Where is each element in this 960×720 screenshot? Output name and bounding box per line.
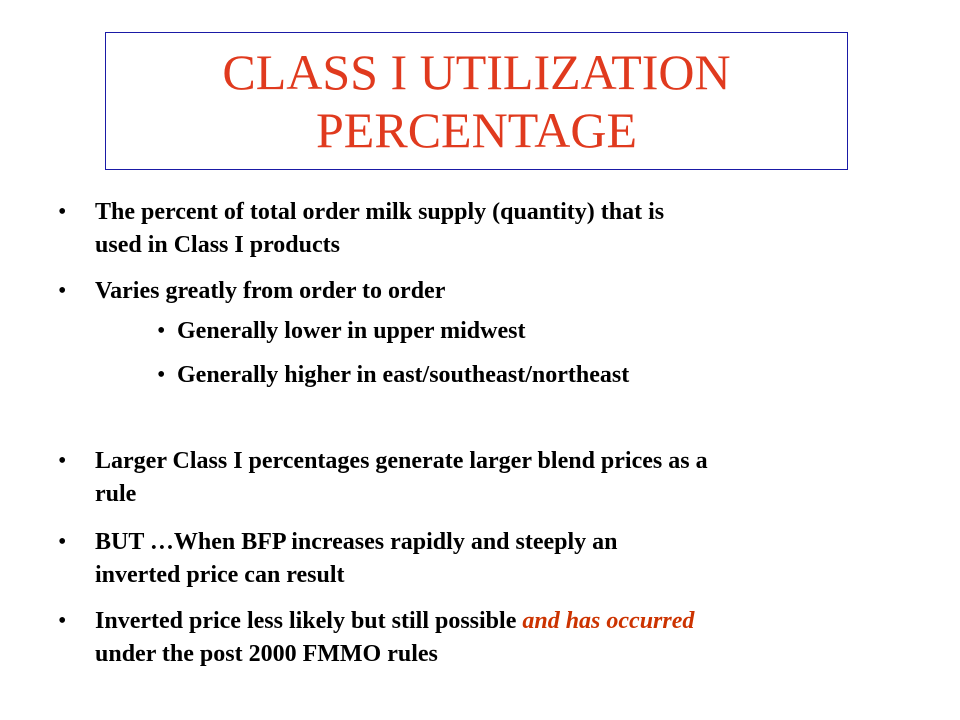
bullet-5-line-1: Inverted price less likely but still pos… xyxy=(95,605,925,638)
bullet-4-line-2: inverted price can result xyxy=(95,562,345,588)
sub-bullet-marker: • xyxy=(157,362,166,388)
bullet-marker: • xyxy=(58,278,67,304)
bullet-marker: • xyxy=(58,199,67,225)
bullet-5-emphasis-text: and has occurred xyxy=(522,608,695,634)
bullet-2-line-1: Varies greatly from order to order xyxy=(95,278,446,304)
sub-bullet-text: Generally higher in east/southeast/north… xyxy=(177,359,917,392)
bullet-1-line-1: The percent of total order milk supply (… xyxy=(95,199,665,225)
bullet-text: Inverted price less likely but still pos… xyxy=(95,605,925,671)
bullet-marker: • xyxy=(58,608,67,634)
slide-title: CLASS I UTILIZATION PERCENTAGE xyxy=(222,43,730,159)
bullet-5-plain-text: Inverted price less likely but still pos… xyxy=(95,608,523,634)
sub-bullet-2-line-1: Generally higher in east/southeast/north… xyxy=(177,362,630,388)
bullet-marker: • xyxy=(58,529,67,555)
slide-title-box: CLASS I UTILIZATION PERCENTAGE xyxy=(105,32,848,170)
bullet-4-line-1: BUT …When BFP increases rapidly and stee… xyxy=(95,529,618,555)
sub-bullet-text: Generally lower in upper midwest xyxy=(177,315,917,348)
bullet-5-line-2: under the post 2000 FMMO rules xyxy=(95,641,438,667)
bullet-3-line-1: Larger Class I percentages generate larg… xyxy=(95,448,708,474)
sub-bullet-1-line-1: Generally lower in upper midwest xyxy=(177,318,526,344)
bullet-text: The percent of total order milk supply (… xyxy=(95,196,925,262)
bullet-text: BUT …When BFP increases rapidly and stee… xyxy=(95,526,925,592)
bullet-marker: • xyxy=(58,448,67,474)
bullet-text: Larger Class I percentages generate larg… xyxy=(95,445,925,511)
bullet-text: Varies greatly from order to order xyxy=(95,275,925,308)
bullet-3-line-2: rule xyxy=(95,481,137,507)
slide-title-line-1: CLASS I UTILIZATION xyxy=(222,44,731,100)
slide-title-line-2: PERCENTAGE xyxy=(316,102,637,158)
sub-bullet-marker: • xyxy=(157,318,166,344)
bullet-1-line-2: used in Class I products xyxy=(95,232,340,258)
